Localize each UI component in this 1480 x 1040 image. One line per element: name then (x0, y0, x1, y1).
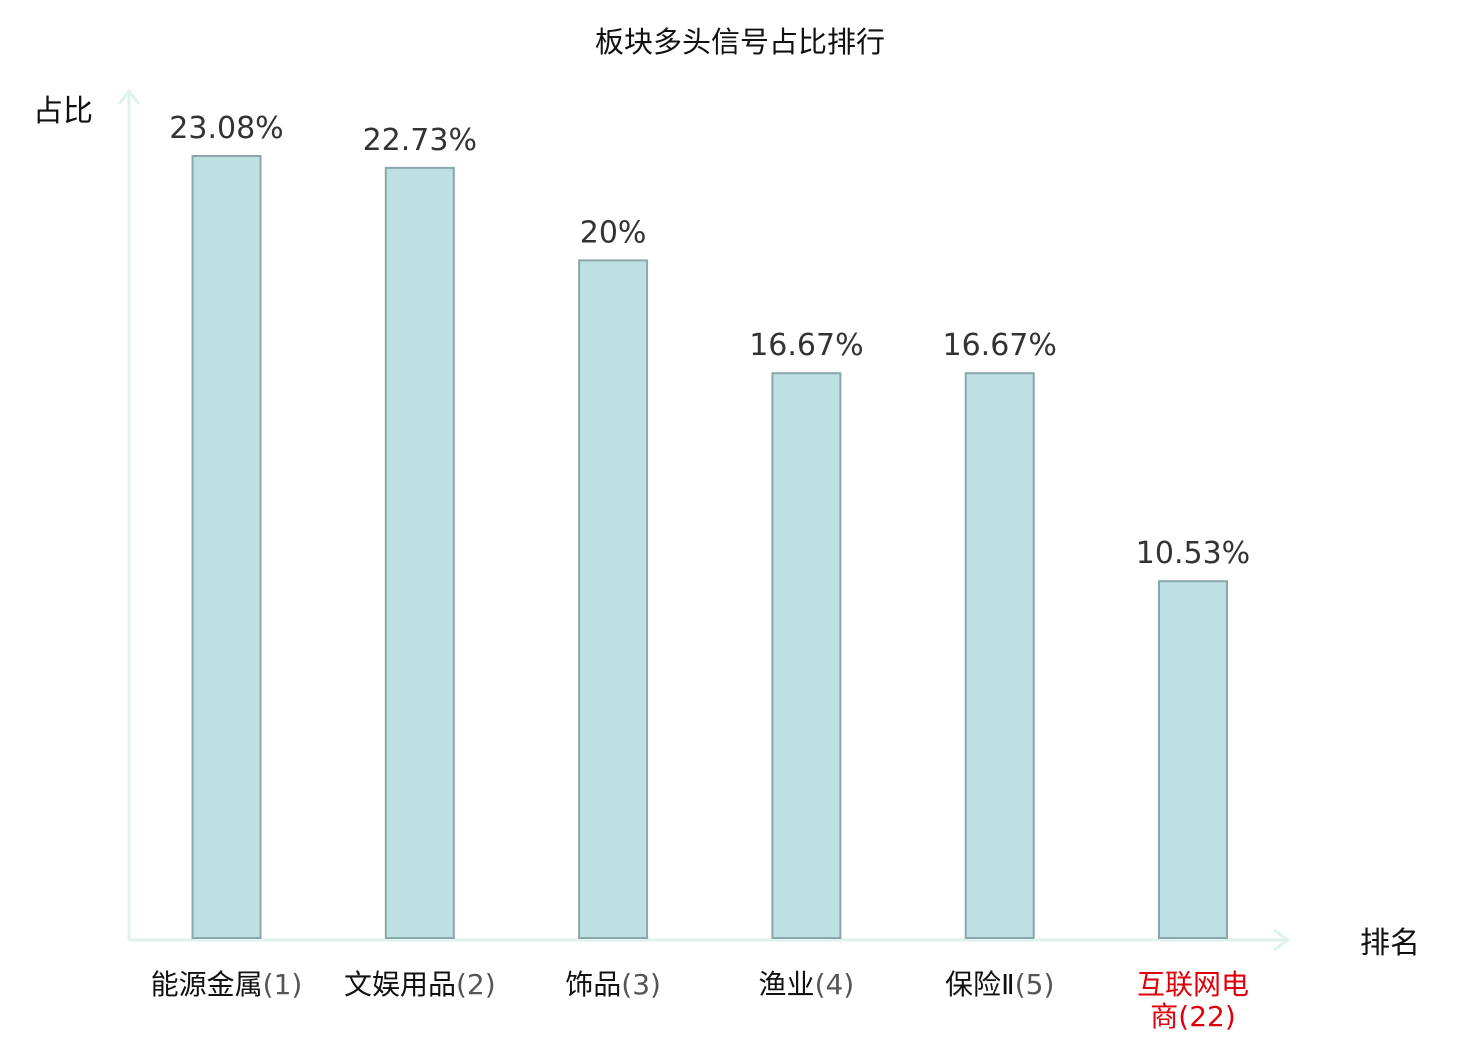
bar-value-label: 20% (580, 215, 647, 250)
bar-value-label: 16.67% (943, 328, 1057, 363)
bar-value-label: 16.67% (749, 328, 863, 363)
x-tick-label: 渔业(4) (759, 968, 855, 1001)
x-tick-label: 互联网电商(22) (1137, 968, 1249, 1033)
bar (771, 372, 842, 939)
bar-value-label: 22.73% (363, 123, 477, 158)
x-tick-label: 能源金属(1) (151, 968, 303, 1001)
chart-title: 板块多头信号占比排行 (595, 25, 885, 59)
x-tick-label: 保险Ⅱ(5) (945, 968, 1054, 1001)
x-axis-label: 排名 (1360, 926, 1420, 961)
bar (1158, 580, 1228, 939)
bar-value-label: 10.53% (1136, 536, 1250, 571)
x-axis-arrow-icon (1273, 928, 1291, 952)
bar (964, 372, 1035, 939)
bar (578, 259, 649, 939)
y-axis (117, 88, 141, 940)
category-labels-group: 能源金属(1) 文娱用品(2) 饰品(3) 渔业(4) 保险Ⅱ(5) 互联网电商(22) (151, 968, 1249, 1033)
x-tick-label: 文娱用品(2) (344, 968, 496, 1001)
x-axis (129, 928, 1291, 952)
x-tick-label: 饰品(3) (565, 968, 661, 1001)
bar (191, 155, 262, 939)
bar-value-label: 23.08% (169, 111, 283, 146)
y-axis-arrow-icon (117, 88, 141, 105)
y-axis-label: 占比 (33, 94, 93, 129)
value-labels-group: 23.08% 22.73% 20% 16.67% 16.67% 10.53% (169, 111, 1250, 571)
bars-group (191, 155, 1228, 939)
bar (384, 166, 455, 939)
